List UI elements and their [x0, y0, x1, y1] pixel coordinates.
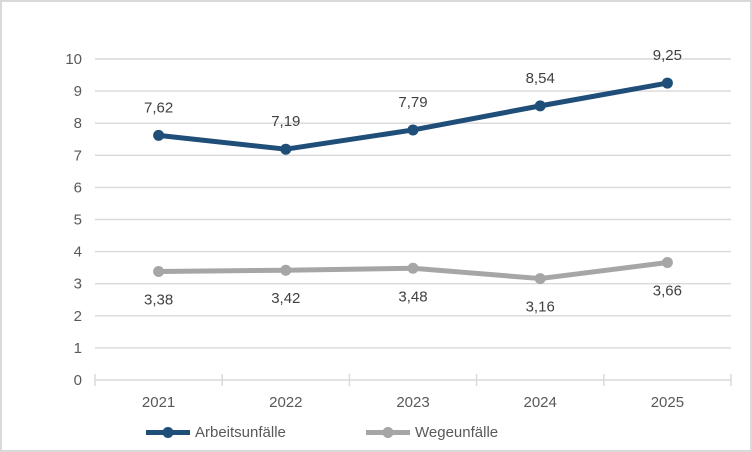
y-axis-tick-label: 4 — [74, 244, 82, 261]
y-axis-tick-label: 3 — [74, 276, 82, 293]
legend-dot-sample — [382, 427, 394, 438]
arbeitsunfaelle-legend-marker-icon — [146, 427, 190, 438]
arbeitsunf-lle-data-label: 7,62 — [144, 99, 173, 116]
arbeitsunf-lle-data-label: 8,54 — [526, 70, 555, 87]
y-axis-tick-label: 2 — [74, 308, 82, 325]
y-axis-tick-label: 5 — [74, 212, 82, 229]
legend-label-arbeitsunfaelle: Arbeitsunfälle — [195, 424, 286, 441]
wegeunf-lle-marker — [661, 257, 673, 269]
x-axis-tick-label: 2022 — [269, 394, 302, 411]
y-axis-tick-label: 1 — [74, 340, 82, 357]
x-axis-tick-label: 2025 — [651, 394, 684, 411]
arbeitsunf-lle-data-label: 7,79 — [398, 94, 427, 111]
x-axis-tick-label: 2024 — [524, 394, 557, 411]
wegeunfaelle-legend-marker-icon — [366, 427, 410, 438]
y-axis-tick-label: 6 — [74, 179, 82, 196]
arbeitsunf-lle-marker — [534, 100, 546, 112]
legend-item-arbeitsunfaelle: Arbeitsunfälle — [145, 424, 286, 441]
legend-label-wegeunfaelle: Wegeunfälle — [415, 424, 499, 441]
y-axis-tick-label: 7 — [74, 147, 82, 164]
wegeunf-lle-marker — [407, 262, 419, 274]
y-axis-tick-label: 0 — [74, 372, 82, 389]
y-axis-tick-label: 9 — [74, 83, 82, 100]
arbeitsunf-lle-marker — [153, 129, 165, 141]
wegeunf-lle-data-label: 3,48 — [398, 288, 427, 305]
arbeitsunf-lle-marker — [661, 77, 673, 89]
wegeunf-lle-data-label: 3,42 — [271, 290, 300, 307]
wegeunf-lle-data-label: 3,66 — [653, 283, 682, 300]
wegeunf-lle-data-label: 3,16 — [526, 299, 555, 316]
arbeitsunf-lle-data-label: 7,19 — [271, 113, 300, 130]
wegeunf-lle-marker — [153, 266, 165, 278]
arbeitsunf-lle-marker — [407, 124, 419, 136]
legend-item-wegeunfaelle: Wegeunfälle — [365, 424, 498, 441]
wegeunf-lle-marker — [280, 264, 292, 276]
legend-dot-sample — [162, 427, 174, 438]
x-axis-tick-label: 2021 — [142, 394, 175, 411]
x-axis-tick-label: 2023 — [396, 394, 429, 411]
y-axis-tick-label: 10 — [65, 51, 82, 68]
arbeitsunf-lle-data-label: 9,25 — [653, 47, 682, 64]
wegeunf-lle-marker — [534, 273, 546, 285]
wegeunf-lle-data-label: 3,38 — [144, 292, 173, 309]
y-axis-tick-label: 8 — [74, 115, 82, 132]
arbeitsunf-lle-marker — [280, 143, 292, 155]
